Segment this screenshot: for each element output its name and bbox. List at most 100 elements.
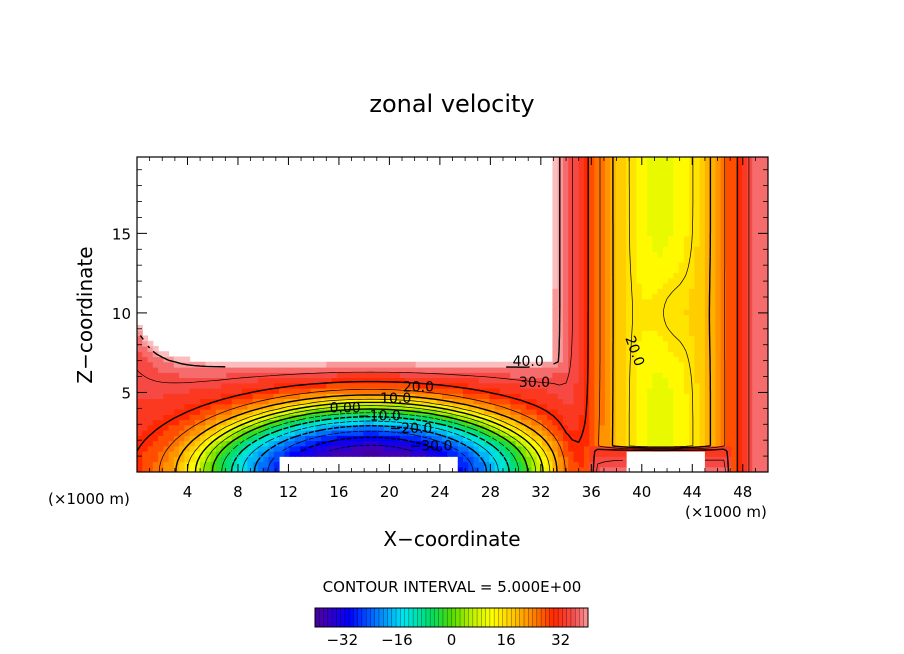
field-cell: [668, 367, 674, 373]
field-cell: [746, 314, 753, 321]
field-cell: [641, 419, 648, 426]
field-cell: [741, 351, 748, 358]
field-cell: [336, 388, 343, 394]
field-cell: [326, 451, 333, 457]
field-cell: [452, 414, 459, 421]
field-cell: [447, 393, 454, 400]
field-cell: [499, 377, 506, 384]
field-cell: [257, 382, 264, 389]
field-cell: [268, 451, 275, 457]
colorbar-swatch: [327, 608, 333, 627]
field-cell: [210, 456, 217, 463]
field-cell: [231, 377, 238, 384]
field-cell: [289, 430, 296, 436]
field-cell: [137, 419, 143, 426]
field-cell: [420, 377, 427, 384]
field-cell: [263, 393, 270, 400]
field-cell: [689, 162, 695, 169]
field-cell: [757, 325, 764, 331]
field-cell: [641, 346, 648, 352]
field-cell: [226, 419, 233, 426]
field-cell: [731, 267, 738, 274]
field-cell: [573, 209, 580, 216]
field-cell: [736, 424, 743, 431]
field-cell: [562, 283, 569, 289]
field-cell: [620, 409, 627, 415]
field-cell: [468, 414, 475, 421]
field-cell: [541, 382, 548, 389]
field-cell: [278, 451, 285, 457]
field-cell: [215, 466, 222, 472]
field-cell: [189, 409, 196, 415]
field-cell: [715, 330, 722, 337]
contour-line: [194, 401, 544, 472]
field-cell: [568, 293, 575, 300]
field-cell: [578, 262, 585, 268]
field-cell: [352, 377, 359, 384]
field-cell: [278, 388, 285, 394]
field-cell: [568, 204, 575, 211]
field-cell: [541, 456, 548, 463]
field-cell: [447, 367, 454, 373]
field-cell: [689, 414, 695, 421]
field-cell: [589, 382, 596, 389]
field-cell: [683, 199, 690, 205]
field-cell: [710, 272, 717, 279]
field-cell: [694, 251, 701, 258]
field-cell: [552, 319, 559, 326]
field-cell: [599, 424, 606, 431]
field-cell: [257, 445, 264, 452]
field-cell: [662, 340, 669, 347]
field-cell: [541, 424, 548, 431]
colorbar-swatch: [575, 608, 580, 627]
field-cell: [583, 346, 590, 352]
field-cell: [158, 382, 164, 389]
field-cell: [420, 372, 427, 379]
field-cell: [573, 367, 580, 373]
field-cell: [736, 361, 743, 368]
field-cell: [394, 372, 401, 379]
field-cell: [641, 167, 648, 174]
field-cell: [762, 419, 768, 426]
field-cell: [200, 388, 206, 394]
field-cell: [510, 456, 517, 463]
field-cell: [594, 256, 601, 263]
field-cell: [725, 288, 732, 295]
field-cell: [762, 388, 768, 394]
field-cell: [757, 298, 764, 305]
field-cell: [573, 393, 580, 400]
field-cell: [725, 178, 732, 184]
colorbar-swatch: [442, 608, 448, 627]
field-cell: [704, 314, 711, 321]
field-cell: [552, 199, 559, 205]
field-cell: [137, 430, 143, 436]
field-cell: [310, 424, 317, 431]
field-cell: [441, 435, 448, 442]
field-cell: [447, 424, 454, 431]
field-cell: [573, 451, 580, 457]
field-cell: [331, 388, 338, 394]
field-cell: [731, 251, 738, 258]
field-cell: [657, 225, 664, 232]
field-cell: [394, 440, 401, 447]
field-cell: [668, 162, 674, 169]
field-cell: [704, 351, 711, 358]
field-cell: [678, 298, 685, 305]
field-cell: [615, 393, 622, 400]
field-cell: [137, 388, 143, 394]
field-cell: [147, 398, 154, 405]
field-cell: [715, 346, 722, 352]
field-cell: [142, 414, 149, 421]
field-cell: [704, 162, 711, 169]
field-cell: [641, 230, 648, 237]
field-cell: [173, 435, 180, 442]
field-cell: [741, 178, 748, 184]
field-cell: [762, 204, 768, 211]
field-cell: [746, 267, 753, 274]
field-cell: [415, 377, 422, 384]
field-cell: [746, 214, 753, 221]
field-cell: [678, 230, 685, 237]
field-cell: [704, 398, 711, 405]
field-cell: [631, 356, 638, 363]
